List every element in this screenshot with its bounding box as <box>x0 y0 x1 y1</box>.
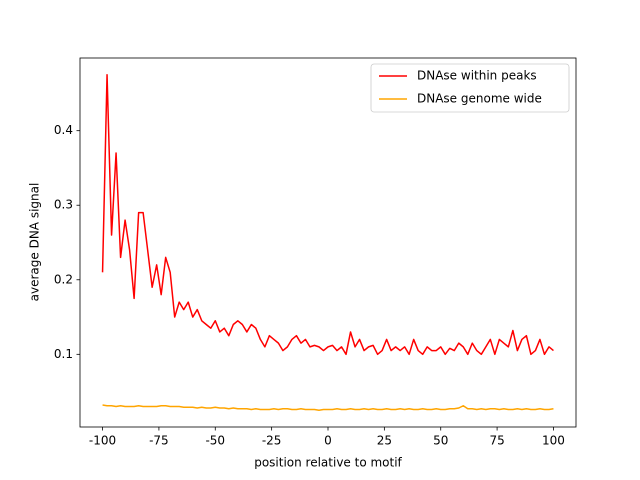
y-tick-label: 0.4 <box>54 123 73 137</box>
data-line <box>102 404 554 411</box>
legend-label: DNAse genome wide <box>417 92 542 106</box>
x-tick-label: -50 <box>205 434 225 448</box>
y-tick-label: 0.3 <box>54 198 73 212</box>
y-tick-label: 0.1 <box>54 347 73 361</box>
plot-frame <box>79 57 577 428</box>
x-tick-label: 25 <box>377 434 392 448</box>
legend-box <box>370 63 570 113</box>
y-tick-label: 0.2 <box>54 272 73 286</box>
x-tick-label: 50 <box>433 434 448 448</box>
legend-label: DNAse within peaks <box>417 69 537 83</box>
x-tick-label: -75 <box>149 434 169 448</box>
x-tick-label: 0 <box>324 434 332 448</box>
y-axis-label: average DNA signal <box>28 183 42 302</box>
x-tick-label: 75 <box>489 434 504 448</box>
x-tick-label: -100 <box>89 434 116 448</box>
data-line <box>101 74 554 356</box>
x-tick-label: -25 <box>262 434 282 448</box>
x-tick-label: 100 <box>542 434 565 448</box>
x-axis-label: position relative to motif <box>254 456 402 470</box>
